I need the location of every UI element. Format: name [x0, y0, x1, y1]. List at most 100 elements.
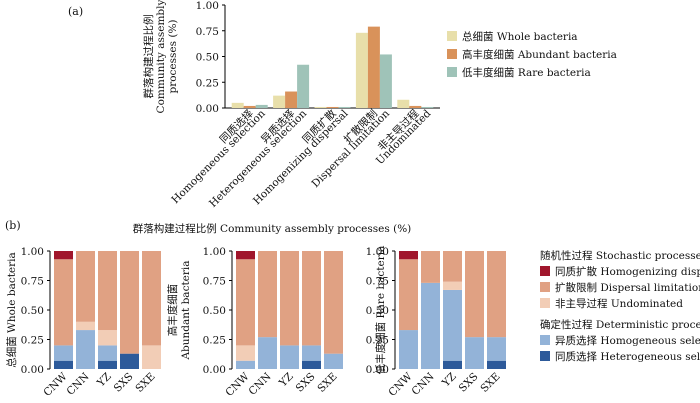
y-tick-label: 0.50 — [203, 305, 226, 317]
legend-label: 低丰度细菌 Rare bacteria — [462, 66, 591, 79]
stacked-bar-segment — [487, 251, 506, 338]
y-axis-label: processes (%) — [167, 19, 179, 93]
x-tick-label: SXE — [315, 371, 339, 395]
stacked-bar-segment — [120, 251, 139, 354]
x-tick-label: CNW — [41, 370, 69, 398]
y-tick-label: 0.75 — [366, 276, 389, 288]
stacked-bar-segment — [421, 282, 440, 369]
stacked-bar-segment — [324, 353, 343, 369]
legend-label: 同质选择 Heterogeneous selection — [555, 350, 700, 363]
stacked-bar-segment — [236, 259, 255, 346]
y-tick-label: 0.75 — [196, 26, 219, 38]
stacked-bar-segment — [302, 345, 321, 361]
bar — [297, 64, 310, 108]
legend-label: 异质选择 Homogeneous selection — [555, 334, 700, 347]
y-tick-label: 0.25 — [366, 335, 389, 347]
stacked-bar-segment — [54, 345, 73, 361]
panel-b-label: (b) — [5, 219, 21, 232]
legend-swatch — [447, 49, 457, 59]
stacked-bar-segment — [399, 251, 418, 260]
x-tick-label: CNW — [223, 370, 251, 398]
stacked-bar-segment — [76, 251, 95, 322]
stacked-bar-segment — [98, 330, 117, 346]
stacked-bar-segment — [54, 251, 73, 260]
x-tick-label: YZ — [94, 371, 113, 390]
stacked-bar-segment — [76, 330, 95, 369]
stacked-bar-segment — [302, 360, 321, 369]
legend-swatch — [540, 335, 550, 345]
y-axis-label: 高丰度细菌 — [166, 284, 179, 337]
stacked-bar-segment — [399, 259, 418, 331]
y-tick-label: 0.25 — [203, 335, 226, 347]
x-tick-label: CNN — [64, 371, 91, 398]
stacked-bar-segment — [98, 251, 117, 331]
y-tick-label: 0.00 — [21, 364, 44, 376]
x-tick-label: SXE — [478, 371, 502, 395]
stacked-bar-segment — [236, 251, 255, 260]
legend-label: 同质扩散 Homogenizing dispersal — [555, 265, 700, 278]
legend-swatch — [447, 31, 457, 41]
y-tick-label: 0.00 — [203, 364, 226, 376]
x-tick-label: SXE — [133, 371, 157, 395]
stacked-bar-segment — [258, 251, 277, 338]
stacked-bar-segment — [443, 289, 462, 361]
x-tick-label: CNN — [246, 371, 273, 398]
legend-label: 扩散限制 Dispersal limitation — [555, 281, 700, 294]
stacked-bar-segment — [302, 251, 321, 346]
stacked-bar-segment — [443, 360, 462, 369]
y-tick-label: 0.50 — [196, 52, 219, 64]
y-axis-label: Abundant bacteria — [180, 260, 192, 360]
bar — [326, 106, 339, 108]
legend-label: 非主导过程 Undominated — [555, 297, 683, 310]
stacked-bar-segment — [142, 345, 161, 369]
bar — [397, 99, 410, 108]
y-tick-label: 1.00 — [366, 246, 389, 258]
bar — [285, 91, 298, 108]
stacked-bar-segment — [443, 281, 462, 290]
y-tick-label: 0.50 — [21, 305, 44, 317]
y-axis-label: Community assembly — [155, 0, 167, 113]
x-tick-label: CNW — [386, 370, 414, 398]
y-tick-label: 1.00 — [196, 0, 219, 12]
legend-group-title: 确定性过程 Deterministic processes — [540, 318, 700, 331]
stacked-bar-segment — [399, 330, 418, 369]
x-tick-label: YZ — [439, 371, 458, 390]
y-axis-label: 群落构建过程比例 — [142, 15, 155, 99]
y-tick-label: 1.00 — [203, 246, 226, 258]
stacked-bar-segment — [487, 360, 506, 369]
stacked-bar-segment — [236, 345, 255, 361]
stacked-bar-segment — [258, 337, 277, 369]
bar — [243, 105, 256, 108]
bar — [273, 95, 286, 108]
y-axis-label: 总细菌 Whole bacteria — [5, 252, 18, 368]
y-tick-label: 0.25 — [196, 77, 219, 89]
legend-swatch — [540, 282, 550, 292]
bar — [421, 106, 434, 108]
stacked-bar-segment — [98, 345, 117, 361]
x-tick-label: SXS — [112, 371, 136, 395]
bar — [367, 26, 380, 109]
stacked-bar-segment — [443, 251, 462, 282]
stacked-bar-segment — [487, 337, 506, 361]
x-tick-label: SXS — [294, 371, 318, 395]
bar — [314, 106, 327, 108]
x-tick-label: CNN — [409, 371, 436, 398]
legend-swatch — [540, 298, 550, 308]
stacked-bar-segment — [54, 360, 73, 369]
y-tick-label: 0.25 — [21, 335, 44, 347]
legend-label: 高丰度细菌 Abundant bacteria — [462, 48, 617, 61]
panel-a-label: (a) — [68, 5, 83, 18]
x-tick-label: SXS — [457, 371, 481, 395]
bar — [409, 105, 422, 108]
stacked-bar-segment — [465, 251, 484, 338]
stacked-bar-segment — [280, 345, 299, 369]
stacked-bar-segment — [98, 360, 117, 369]
stacked-bar-segment — [324, 251, 343, 354]
y-axis-label: 低丰度细菌 Rare bacteria — [374, 246, 387, 375]
bar — [338, 106, 351, 108]
stacked-bar-segment — [421, 251, 440, 283]
bar — [231, 102, 244, 108]
legend-group-title: 随机性过程 Stochastic processes — [540, 249, 700, 262]
x-tick-label: YZ — [276, 371, 295, 390]
